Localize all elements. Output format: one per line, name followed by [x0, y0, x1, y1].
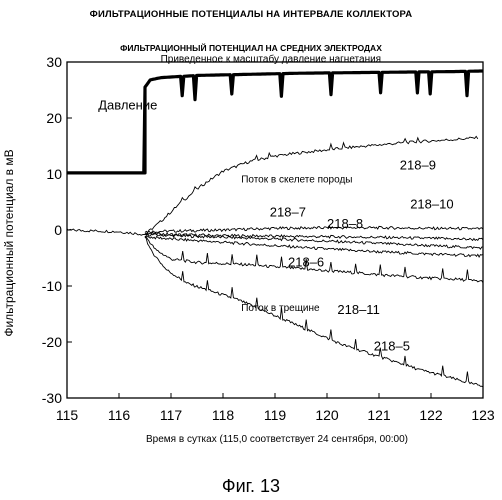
y-tick-label--10: -10: [42, 278, 62, 294]
x-tick-label-121: 121: [367, 407, 391, 423]
annotation-3: Поток в скелете породы: [241, 174, 352, 185]
y-tick-label--20: -20: [42, 334, 62, 350]
annotation-10: 218–11: [337, 302, 379, 317]
annotation-11: 218–5: [374, 338, 410, 353]
x-tick-label-120: 120: [315, 407, 339, 423]
y-tick-label-30: 30: [46, 54, 62, 70]
x-tick-label-119: 119: [264, 407, 287, 423]
figure-caption: Фиг. 13: [0, 476, 502, 497]
x-tick-label-116: 116: [108, 407, 131, 423]
annotation-6: 218–8: [327, 216, 363, 231]
x-tick-label-123: 123: [471, 407, 495, 423]
x-tick-label-118: 118: [212, 407, 235, 423]
series-line-218-9: [67, 136, 478, 235]
x-tick-label-122: 122: [419, 407, 443, 423]
y-tick-label-0: 0: [54, 222, 62, 238]
annotation-1: Приведенное к масштабу давление нагнетан…: [161, 53, 382, 65]
y-axis-label: Фильтрационный потенциал в мВ: [2, 149, 16, 336]
y-tick-label-10: 10: [46, 166, 62, 182]
series-line-218-7: [145, 226, 483, 232]
annotation-7: 218–10: [410, 197, 453, 212]
annotation-2: Давление: [98, 98, 157, 113]
x-tick-label-117: 117: [160, 407, 183, 423]
annotation-8: 218–6: [288, 254, 324, 269]
series-line-218-8: [145, 232, 483, 240]
x-tick-label-115: 115: [56, 407, 79, 423]
y-tick-label--30: -30: [42, 390, 62, 406]
annotation-9: Поток в трещине: [241, 303, 320, 314]
annotation-5: 218–7: [270, 205, 306, 220]
annotation-4: 218–9: [400, 158, 436, 173]
y-tick-label-20: 20: [46, 110, 62, 126]
x-axis-label: Время в сутках (115,0 соответствует 24 с…: [52, 434, 502, 445]
